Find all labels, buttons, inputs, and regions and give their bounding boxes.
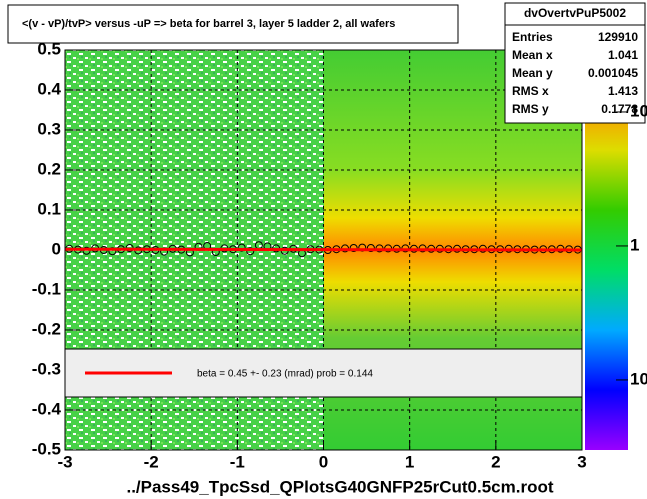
x-tick-label: -3 (57, 452, 72, 471)
x-tick-label: 2 (491, 452, 500, 471)
profile-point (246, 247, 255, 256)
z-tick-label: 10 (630, 101, 647, 120)
stats-label: Mean y (512, 66, 553, 80)
stats-value: 129910 (598, 30, 638, 44)
y-tick-label: -0.1 (32, 279, 61, 298)
x-tick-label: 1 (405, 452, 414, 471)
y-tick-label: 0.1 (37, 199, 61, 218)
stats-label: Entries (512, 30, 553, 44)
y-tick-label: 0.2 (37, 159, 61, 178)
title-box (7, 4, 459, 44)
stats-value: 1.413 (608, 84, 638, 98)
profile-point (349, 244, 358, 252)
legend-text: beta = 0.45 +- 0.23 (mrad) prob = 0.144 (197, 369, 373, 380)
stats-name: dvOvertvPuP5002 (524, 6, 626, 20)
stats-box (504, 2, 646, 124)
profile-point (82, 246, 91, 255)
x-tick-label: 3 (577, 452, 586, 471)
profile-point (237, 243, 246, 252)
y-tick-label: -0.5 (32, 439, 61, 458)
x-axis-label: ../Pass49_TpcSsd_QPlotsG40GNFP25rCut0.5c… (126, 477, 553, 496)
profile-point (366, 244, 375, 252)
y-tick-label: 0 (52, 239, 61, 258)
stats-label: RMS x (512, 84, 549, 98)
y-tick-label: 0.3 (37, 119, 61, 138)
stats-value: 1.041 (608, 48, 638, 62)
x-tick-label: 0 (319, 452, 328, 471)
x-tick-label: -2 (144, 452, 159, 471)
y-tick-label: 0.5 (37, 39, 61, 58)
stats-label: RMS y (512, 102, 549, 116)
x-tick-label: -1 (230, 452, 245, 471)
y-tick-label: -0.3 (32, 359, 61, 378)
stats-label: Mean x (512, 48, 553, 62)
y-tick-label: 0.4 (37, 79, 61, 98)
chart-title: <(v - vP)/tvP> versus -uP => beta for ba… (22, 18, 395, 30)
z-tick-label: 1 (630, 235, 639, 254)
y-tick-label: -0.4 (32, 399, 62, 418)
profile-point (108, 247, 117, 256)
fit-line (64, 247, 583, 252)
plot-frame (64, 49, 583, 451)
stats-value: 0.001045 (588, 66, 638, 80)
stats-value: 0.1778 (601, 102, 638, 116)
z-tick-label: 10 (630, 369, 647, 388)
y-tick-label: -0.2 (32, 319, 61, 338)
